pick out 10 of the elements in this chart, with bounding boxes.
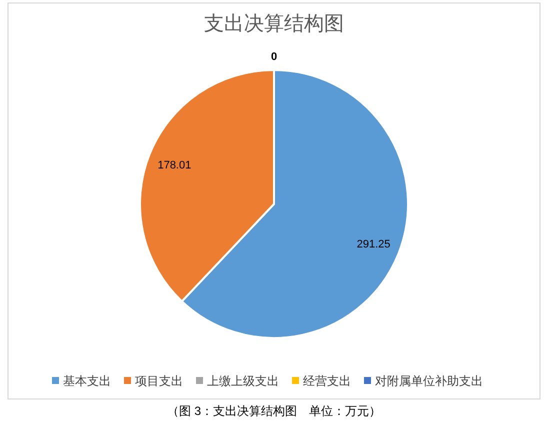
text: （图 3：支出决算结构图 单位：万元） — [166, 404, 382, 418]
legend-label: 经营支出 — [303, 374, 351, 388]
chart-title: 支出决算结构图 — [204, 13, 344, 35]
legend-label: 基本支出 — [63, 374, 111, 388]
data-label: 291.25 — [356, 238, 390, 251]
text: 0 — [270, 51, 278, 63]
data-label: 178.01 — [158, 159, 192, 172]
legend-label: 上缴上级支出 — [207, 374, 279, 388]
legend-label: 对附属单位补助支出 — [375, 374, 483, 388]
legend-label: 项目支出 — [135, 374, 183, 388]
